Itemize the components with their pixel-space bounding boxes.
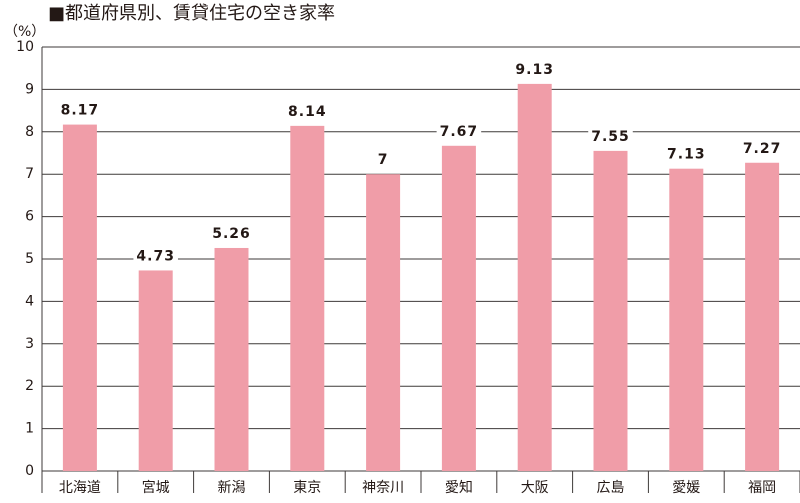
value-label: 7.55 [591, 129, 630, 145]
value-label-bg [133, 247, 178, 266]
value-label: 9.13 [515, 62, 554, 78]
value-label: 7.13 [667, 147, 706, 163]
value-label-bg [57, 101, 103, 120]
value-label: 7.67 [440, 124, 479, 140]
x-tick-label: 福岡 [748, 480, 776, 496]
x-tick-label: 宮城 [142, 480, 170, 496]
x-tick-label: 神奈川 [362, 480, 404, 496]
x-tick-label: 東京 [293, 480, 321, 496]
y-tick-label: 9 [25, 81, 34, 97]
y-tick-label: 4 [25, 293, 34, 309]
value-label: 8.14 [288, 104, 327, 120]
bar [290, 125, 325, 471]
y-tick-label: 3 [25, 336, 34, 352]
y-tick-label: 0 [25, 463, 34, 479]
y-tick-label: 5 [25, 251, 34, 267]
x-tick-label: 愛媛 [672, 480, 700, 496]
value-label: 8.17 [61, 103, 100, 119]
bar [366, 174, 401, 471]
x-tick-label: 新潟 [218, 480, 246, 496]
x-tick-label: 大阪 [521, 480, 549, 496]
y-tick-label: 1 [25, 421, 34, 437]
y-tick-label: 6 [25, 209, 34, 225]
x-tick-label: 愛知 [445, 479, 473, 496]
bar [441, 145, 476, 472]
bar [593, 150, 628, 471]
value-label-bg [436, 122, 482, 141]
y-tick-label: 8 [25, 124, 34, 140]
bar [745, 162, 780, 471]
y-tick-label: 2 [25, 378, 34, 394]
value-label: 7 [378, 152, 389, 168]
value-label: 5.26 [212, 226, 251, 242]
x-tick-label: 広島 [597, 480, 625, 496]
y-axis-label: （%） [4, 24, 45, 40]
x-tick-label: 北海道 [59, 480, 101, 496]
bar [517, 83, 552, 471]
bar [669, 168, 704, 472]
value-label: 7.27 [743, 141, 782, 157]
value-label-bg [512, 60, 557, 79]
chart-title: ■都道府県別、賃貸住宅の空き家率 [48, 3, 335, 24]
bar [62, 124, 97, 471]
y-tick-label: 7 [25, 166, 34, 182]
value-label: 4.73 [136, 248, 175, 264]
value-label-bg [588, 127, 633, 146]
value-label-bg [739, 139, 785, 158]
value-label-bg [209, 224, 254, 243]
value-label-bg [374, 151, 392, 170]
value-label-bg [285, 102, 330, 121]
bar [138, 270, 173, 471]
value-label-bg [664, 145, 709, 164]
bar [214, 247, 249, 471]
y-tick-label: 10 [16, 39, 34, 55]
